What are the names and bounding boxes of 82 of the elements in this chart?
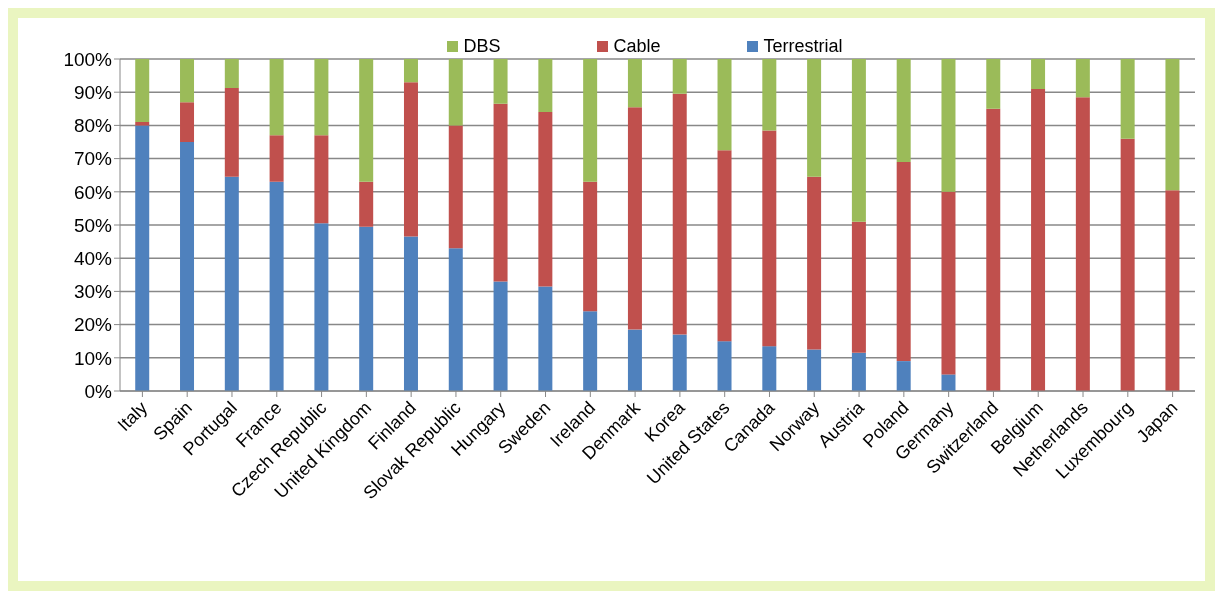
bar xyxy=(941,191,956,375)
bar xyxy=(135,59,150,123)
bar xyxy=(180,142,195,391)
bar xyxy=(627,329,642,391)
bar xyxy=(359,59,374,182)
bar xyxy=(180,102,195,142)
y-tick-label: 80% xyxy=(73,115,113,137)
y-tick-label: 10% xyxy=(73,347,113,369)
bar xyxy=(224,87,239,177)
bar xyxy=(807,176,822,350)
bar xyxy=(941,374,956,391)
bar xyxy=(538,286,553,391)
bar xyxy=(717,150,732,342)
bar xyxy=(851,59,866,222)
y-tick-label: 100% xyxy=(63,48,113,70)
bar xyxy=(359,181,374,227)
bar xyxy=(448,125,463,249)
bar xyxy=(269,181,284,391)
y-tick-label: 50% xyxy=(73,214,113,236)
y-tick-label: 70% xyxy=(73,148,113,170)
y-tick-label: 20% xyxy=(73,314,113,336)
x-tick-label: Italy xyxy=(113,397,152,436)
bar xyxy=(493,103,508,282)
bar xyxy=(762,346,777,391)
bar xyxy=(269,59,284,136)
bar xyxy=(896,361,911,391)
bar xyxy=(224,176,239,391)
y-tick-label: 0% xyxy=(84,380,113,402)
bar xyxy=(583,311,598,391)
bar xyxy=(1031,59,1046,89)
bar xyxy=(807,349,822,391)
bar xyxy=(448,248,463,391)
bar xyxy=(314,223,329,391)
bar xyxy=(448,59,463,126)
bar xyxy=(672,59,687,94)
bar xyxy=(314,135,329,224)
bar xyxy=(493,59,508,104)
bar xyxy=(807,59,822,177)
bar xyxy=(717,341,732,391)
legend-label: Terrestrial xyxy=(763,36,843,57)
bar xyxy=(1120,59,1135,139)
bar xyxy=(1075,97,1090,391)
bar xyxy=(627,59,642,108)
bar xyxy=(180,59,195,103)
bar xyxy=(1075,59,1090,98)
bar xyxy=(403,59,418,83)
bar xyxy=(135,122,150,126)
y-tick-label: 60% xyxy=(73,181,113,203)
bar xyxy=(269,135,284,182)
bar xyxy=(403,236,418,391)
bar xyxy=(986,108,1001,391)
bar xyxy=(538,112,553,287)
bar xyxy=(672,93,687,335)
legend-label: DBS xyxy=(463,36,501,57)
bar xyxy=(583,59,598,182)
bar xyxy=(135,125,150,391)
bar xyxy=(224,59,239,88)
bar xyxy=(359,226,374,391)
bar xyxy=(941,59,956,192)
bar xyxy=(762,59,777,131)
bar xyxy=(627,107,642,330)
bar xyxy=(717,59,732,151)
y-tick-label: 90% xyxy=(73,81,113,103)
bar xyxy=(851,221,866,353)
bar xyxy=(1031,88,1046,391)
bar xyxy=(493,281,508,391)
bar xyxy=(1120,138,1135,391)
bar xyxy=(896,161,911,362)
bar xyxy=(762,130,777,347)
bar xyxy=(851,352,866,391)
bar xyxy=(896,59,911,162)
bar xyxy=(583,181,598,312)
bar xyxy=(1165,59,1180,191)
y-tick-label: 30% xyxy=(73,281,113,303)
y-tick-label: 40% xyxy=(73,247,113,269)
bar xyxy=(1165,190,1180,391)
legend-label: Cable xyxy=(613,36,661,57)
bar xyxy=(314,59,329,136)
bar xyxy=(538,59,553,113)
bar xyxy=(986,59,1001,109)
bar xyxy=(403,82,418,237)
bar xyxy=(672,334,687,391)
